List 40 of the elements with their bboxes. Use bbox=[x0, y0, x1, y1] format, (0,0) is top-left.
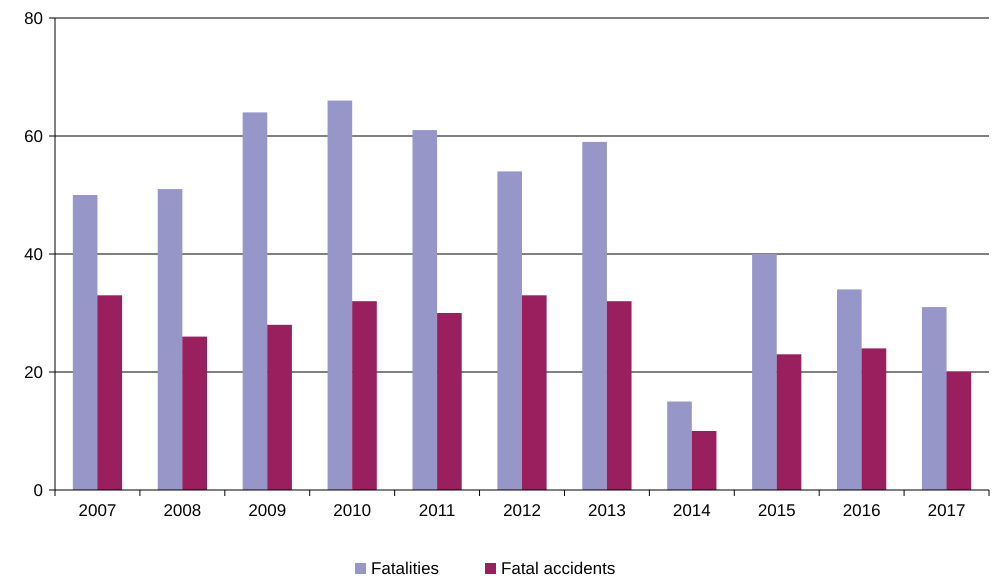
bar bbox=[328, 100, 352, 490]
bar bbox=[412, 130, 438, 490]
bar bbox=[776, 354, 802, 490]
bar bbox=[182, 336, 207, 490]
bar bbox=[752, 254, 777, 490]
bar bbox=[437, 313, 462, 490]
bar bbox=[242, 112, 268, 490]
bar bbox=[158, 189, 182, 490]
x-tick-label: 2016 bbox=[842, 501, 881, 520]
x-tick-label: 2011 bbox=[418, 501, 456, 520]
bar bbox=[667, 402, 692, 490]
bar bbox=[922, 307, 947, 490]
legend-label: Fatal accidents bbox=[501, 559, 616, 578]
x-tick-label: 2013 bbox=[588, 501, 626, 520]
bar bbox=[72, 195, 98, 490]
x-tick-label: 2017 bbox=[928, 501, 966, 520]
bar bbox=[267, 324, 292, 490]
x-tick-label: 2010 bbox=[333, 501, 372, 520]
bar bbox=[862, 348, 886, 490]
x-tick-label: 2007 bbox=[78, 501, 116, 520]
bar bbox=[582, 142, 607, 490]
bar bbox=[522, 295, 547, 490]
y-tick-label: 0 bbox=[34, 480, 43, 500]
bar bbox=[497, 171, 522, 490]
x-tick-label: 2012 bbox=[503, 501, 541, 520]
bar bbox=[352, 301, 377, 490]
x-tick-label: 2015 bbox=[758, 501, 796, 520]
x-tick-label: 2014 bbox=[672, 501, 711, 520]
legend-label: Fatalities bbox=[371, 559, 440, 578]
bar bbox=[692, 431, 716, 490]
y-tick-label: 60 bbox=[24, 126, 43, 146]
y-tick-label: 80 bbox=[24, 8, 43, 28]
y-tick-label: 40 bbox=[24, 244, 43, 264]
x-tick-label: 2008 bbox=[163, 501, 202, 520]
bar bbox=[837, 289, 862, 490]
bar bbox=[606, 301, 632, 490]
x-tick-label: 2009 bbox=[248, 501, 286, 520]
y-tick-label: 20 bbox=[24, 362, 43, 382]
bar bbox=[97, 295, 122, 490]
bar bbox=[946, 372, 972, 490]
